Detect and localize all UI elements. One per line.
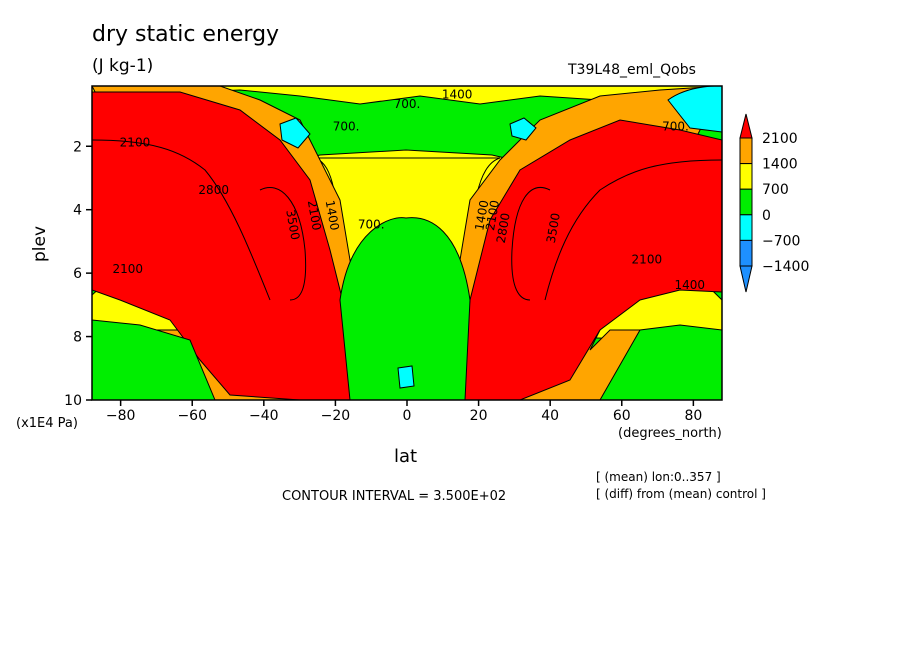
contour-label: 1400: [323, 199, 342, 232]
colorbar-swatch: [739, 137, 753, 165]
contour-field: [92, 86, 722, 400]
contour-label: 2100: [632, 253, 663, 267]
contour-label: 700.: [394, 97, 421, 111]
y-tick-label: 2: [73, 139, 82, 155]
diff-note: [ (diff) from (mean) control ]: [596, 487, 766, 501]
x-tick-label: 60: [613, 408, 631, 424]
y-tick-label: 4: [73, 203, 82, 219]
chart-title: dry static energy: [92, 22, 280, 47]
y-tick-label: 6: [73, 266, 82, 282]
chart-units: (J kg-1): [92, 56, 154, 76]
contour-label: 700.: [333, 119, 360, 133]
contour-label: 2100: [113, 262, 144, 276]
y-tick-label: 10: [64, 393, 82, 409]
colorbar-label: 2100: [762, 131, 798, 147]
run-name: T39L48_eml_Qobs: [568, 62, 696, 78]
x-tick-label: 80: [684, 408, 702, 424]
contour-label: 2100: [120, 135, 151, 149]
x-axis: −80 −60 −40 −20 0 20 40 60 80: [106, 400, 702, 424]
x-tick-label: 0: [403, 408, 412, 424]
contour-label: 2100: [483, 199, 502, 232]
colorbar-label: −1400: [762, 259, 809, 275]
contour-label: 700.: [358, 218, 385, 232]
x-tick-label: −40: [249, 408, 279, 424]
colorbar-extend-top: [739, 113, 753, 139]
x-tick-label: −80: [106, 408, 136, 424]
contour-label: 1400: [472, 199, 491, 232]
colorbar-swatch: [739, 239, 753, 267]
contour-label: 1400: [675, 278, 706, 292]
colorbar-extend-bottom: [739, 265, 753, 293]
x-axis-label: lat: [394, 446, 418, 467]
y-tick-label: 8: [73, 330, 82, 346]
contour-interval: CONTOUR INTERVAL = 3.500E+02: [282, 489, 507, 504]
colorbar-label: −700: [762, 233, 800, 249]
band-green-lower: [92, 217, 722, 400]
contour-label: 3500: [544, 212, 563, 245]
x-tick-label: −20: [321, 408, 351, 424]
band-cyan: [279, 86, 722, 389]
contour-label: 700.: [662, 119, 689, 133]
x-tick-label: 20: [470, 408, 488, 424]
colorbar-label: 700: [762, 182, 789, 198]
colorbar-label: 0: [762, 208, 771, 224]
mean-note: [ (mean) lon:0..357 ]: [596, 470, 721, 484]
band-red: [92, 91, 722, 400]
colorbar: 2100 1400 700 0 −700 −1400: [739, 113, 809, 293]
contour-label: 2100: [305, 199, 324, 232]
y-axis: 2 4 6 8 10: [64, 139, 92, 409]
x-tick-label: 40: [541, 408, 559, 424]
x-tick-label: −60: [177, 408, 207, 424]
x-axis-unit: (degrees_north): [618, 426, 722, 441]
contour-label: 3500: [283, 209, 302, 242]
contour-label: 1400: [442, 88, 473, 102]
colorbar-swatch: [739, 163, 753, 190]
contour-label: 2800: [494, 212, 513, 245]
colorbar-swatch: [739, 214, 753, 241]
colorbar-label: 1400: [762, 157, 798, 173]
contour-lines: [92, 139, 722, 301]
contour-label: 2800: [198, 183, 229, 197]
y-axis-unit: (x1E4 Pa): [16, 416, 78, 431]
colorbar-swatch: [739, 188, 753, 216]
